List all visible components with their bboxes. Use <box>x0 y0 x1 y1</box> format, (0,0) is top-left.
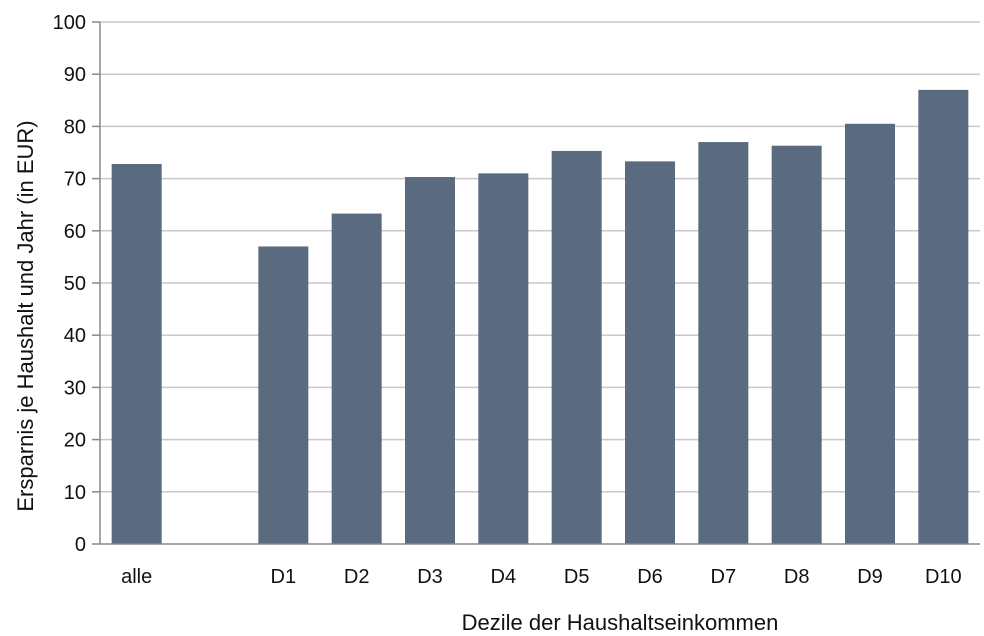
x-tick-label: D5 <box>564 566 590 588</box>
y-tick-label: 40 <box>64 325 86 347</box>
x-tick-label: D4 <box>491 566 517 588</box>
x-tick-label: D7 <box>711 566 737 588</box>
y-axis-ticks: 0 10 20 30 40 50 60 70 80 90 100 <box>53 12 100 556</box>
x-tick-label: D8 <box>784 566 810 588</box>
y-tick-label: 60 <box>64 221 86 243</box>
y-tick-label: 70 <box>64 169 86 191</box>
x-tick-label: D10 <box>925 566 962 588</box>
bar <box>478 173 529 544</box>
y-tick-label: 80 <box>64 116 86 138</box>
bar <box>551 150 602 544</box>
x-tick-label: D2 <box>344 566 370 588</box>
y-tick-label: 100 <box>53 12 86 34</box>
x-tick-label: D9 <box>857 566 883 588</box>
bar <box>258 246 309 544</box>
bars <box>111 89 969 545</box>
bar <box>845 123 895 544</box>
y-tick-label: 50 <box>64 273 86 295</box>
y-axis-title: Ersparnis je Haushalt und Jahr (in EUR) <box>13 120 38 511</box>
x-tick-label: D1 <box>271 566 297 588</box>
x-axis-title: Dezile der Haushaltseinkommen <box>462 610 779 635</box>
y-tick-label: 30 <box>64 377 86 399</box>
x-axis-ticks: alle D1 D2 D3 D4 D5 D6 D7 D8 D9 D10 <box>121 566 962 588</box>
x-tick-label: D6 <box>637 566 663 588</box>
bar <box>405 177 455 544</box>
bar <box>111 163 162 544</box>
y-tick-label: 0 <box>75 534 86 556</box>
bar <box>625 161 675 544</box>
bar <box>918 89 969 545</box>
y-tick-label: 20 <box>64 430 86 452</box>
y-tick-label: 10 <box>64 482 86 504</box>
gridlines <box>100 21 980 493</box>
x-tick-label: D3 <box>417 566 443 588</box>
bar <box>698 142 749 544</box>
x-tick-label: alle <box>121 566 152 588</box>
bar <box>771 145 822 545</box>
bar <box>331 213 382 544</box>
y-tick-label: 90 <box>64 64 86 86</box>
